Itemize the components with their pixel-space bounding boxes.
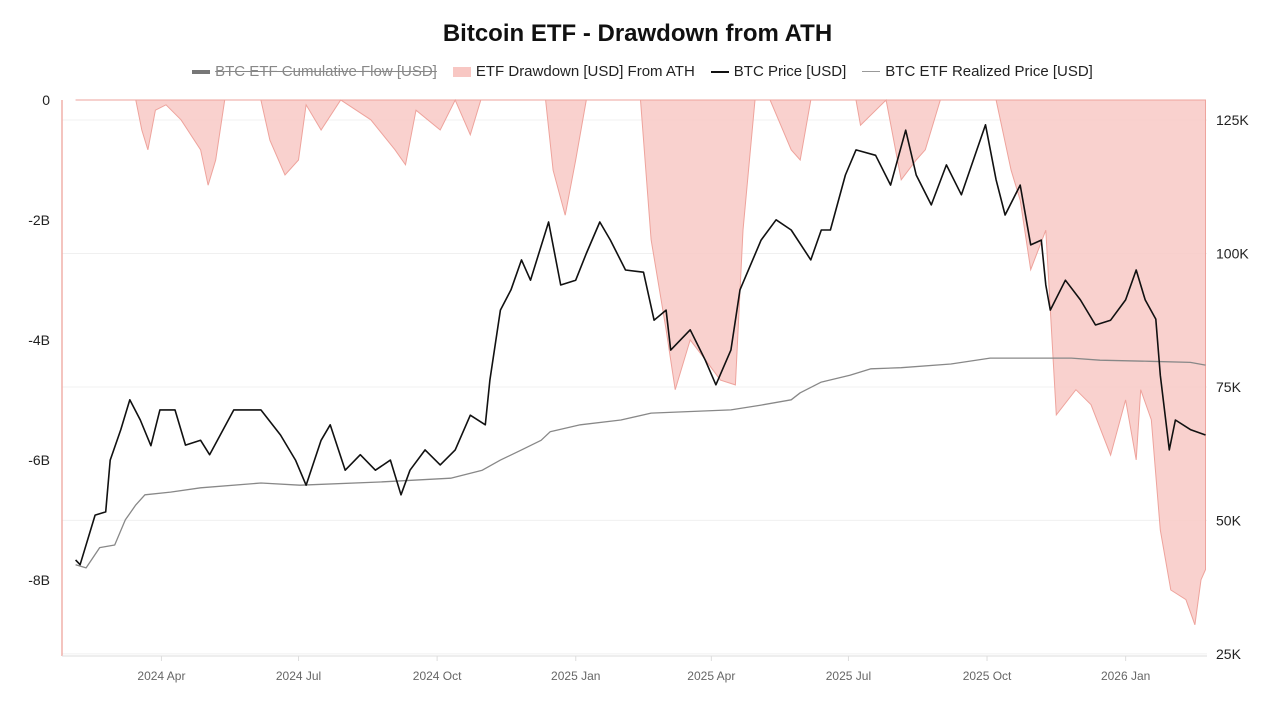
- legend-item-cumulative-flow[interactable]: BTC ETF Cumulative Flow [USD]: [192, 63, 437, 80]
- legend-item-realized-price[interactable]: BTC ETF Realized Price [USD]: [862, 63, 1093, 80]
- realized-price-line: [75, 357, 1206, 569]
- x-axis-tick-label: 2025 Oct: [963, 669, 1012, 683]
- legend-swatch-btc-price: [710, 70, 729, 73]
- x-axis-tick-label: 2026 Jan: [1101, 669, 1150, 683]
- legend-label: BTC Price [USD]: [733, 63, 847, 80]
- chart-title: Bitcoin ETF - Drawdown from ATH: [442, 20, 833, 47]
- right-axis-tick-label: 25K: [1216, 646, 1242, 662]
- btc-price-line: [75, 124, 1206, 566]
- left-axis-tick-label: -4B: [28, 332, 50, 348]
- x-axis-tick-label: 2024 Jul: [276, 669, 321, 683]
- x-axis-tick-label: 2025 Jan: [551, 669, 600, 683]
- x-axis-tick-label: 2025 Jul: [826, 669, 871, 683]
- legend-label: BTC ETF Cumulative Flow [USD]: [215, 63, 437, 80]
- legend-item-drawdown[interactable]: ETF Drawdown [USD] From ATH: [452, 63, 695, 80]
- legend: BTC ETF Cumulative Flow [USD] ETF Drawdo…: [0, 63, 1280, 80]
- right-axis-tick-label: 75K: [1216, 379, 1242, 395]
- left-axis-tick-label: -2B: [28, 212, 50, 228]
- x-axis-tick-label: 2025 Apr: [687, 669, 735, 683]
- legend-item-btc-price[interactable]: BTC Price [USD]: [710, 63, 847, 80]
- legend-swatch-realized-price: [862, 71, 881, 72]
- drawdown-area: [75, 98, 1207, 625]
- right-axis-tick-label: 50K: [1216, 512, 1242, 528]
- left-axis-tick-label: -6B: [28, 452, 50, 468]
- legend-label: BTC ETF Realized Price [USD]: [885, 63, 1093, 80]
- legend-swatch-drawdown: [452, 66, 471, 77]
- x-axis-tick-label: 2024 Oct: [413, 669, 462, 683]
- x-axis-tick-label: 2024 Apr: [137, 669, 185, 683]
- legend-label: ETF Drawdown [USD] From ATH: [475, 63, 695, 80]
- right-axis-tick-label: 125K: [1216, 112, 1249, 128]
- left-axis-tick-label: -8B: [28, 572, 50, 588]
- right-axis-tick-label: 100K: [1216, 245, 1249, 261]
- legend-swatch-cumulative-flow: [192, 69, 211, 74]
- left-axis-tick-label: 0: [42, 92, 50, 108]
